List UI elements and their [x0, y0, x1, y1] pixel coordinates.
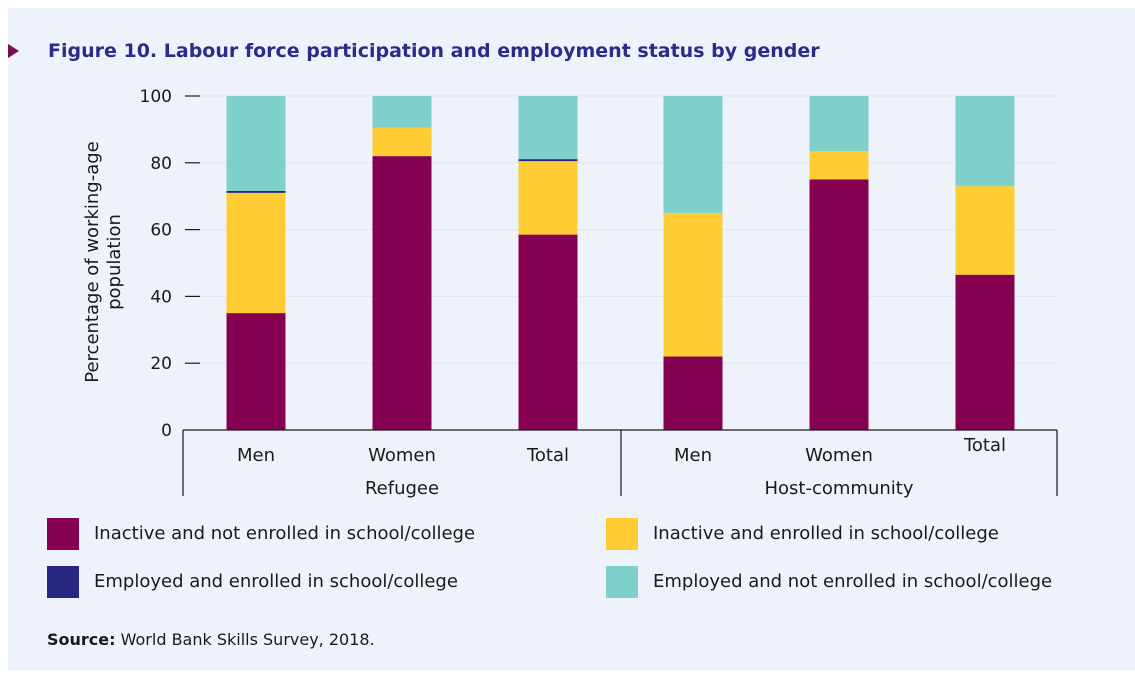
- bar-segment-4-1: [226, 96, 286, 191]
- legend-swatch: [606, 566, 638, 598]
- bar-segment-2-5: [809, 151, 869, 180]
- bar-segment-2-4: [663, 212, 723, 357]
- bar-segment-4-6: [955, 96, 1015, 187]
- bar-segment-2-2: [372, 127, 432, 157]
- bar-segment-2-6: [955, 186, 1015, 275]
- bar-segment-4-5: [809, 96, 869, 152]
- legend-swatch: [47, 566, 79, 598]
- y-axis-title-line: Percentage of working-age: [82, 141, 103, 382]
- x-tick-label: Total: [963, 435, 1006, 456]
- y-tick-label: 0: [161, 421, 172, 441]
- play-triangle-icon: [8, 44, 19, 58]
- bar-segment-2-1: [226, 192, 286, 314]
- bar-segment-1-5: [809, 179, 869, 430]
- bar-segment-4-4: [663, 96, 723, 213]
- y-tick-label: 40: [150, 287, 172, 307]
- axis-layer: 0 20 40 60 80 100 Percentage of working-age pop…: [82, 87, 1058, 499]
- y-tick-label: 20: [150, 354, 172, 374]
- bar-segment-3-1: [226, 190, 286, 193]
- bar-segment-1-6: [955, 274, 1015, 430]
- bar-segment-1-4: [663, 356, 723, 430]
- x-tick-label: Women: [368, 445, 436, 466]
- bar-segment-4-3: [518, 96, 578, 160]
- legend-label: Inactive and not enrolled in school/coll…: [94, 523, 476, 544]
- stacked-bar-chart: 0 20 40 60 80 100 Percentage of working-age pop…: [82, 87, 1058, 499]
- y-axis-title-line: population: [104, 214, 125, 310]
- bar-segment-3-3: [518, 159, 578, 162]
- group-label: Refugee: [365, 478, 439, 499]
- source-text: World Bank Skills Survey, 2018.: [120, 630, 375, 649]
- bar-segment-1-3: [518, 234, 578, 430]
- legend-swatch: [606, 518, 638, 550]
- grid-layer: [200, 95, 1057, 364]
- figure-title: Figure 10. Labour force participation an…: [48, 40, 820, 62]
- bar-segment-1-1: [226, 313, 286, 430]
- bar-segment-1-2: [372, 156, 432, 430]
- bar-segment-2-3: [518, 161, 578, 235]
- bar-segment-4-2: [372, 96, 432, 128]
- x-tick-label: Men: [674, 445, 712, 466]
- x-tick-label: Men: [237, 445, 275, 466]
- group-label: Host-community: [765, 478, 914, 499]
- x-tick-label: Total: [526, 445, 569, 466]
- legend-label: Employed and not enrolled in school/coll…: [653, 571, 1053, 592]
- y-tick-label: 100: [140, 87, 172, 107]
- y-tick-label: 80: [150, 154, 172, 174]
- source-label: Source:: [47, 630, 116, 649]
- bar-layer: [226, 96, 1015, 430]
- legend-swatch: [47, 518, 79, 550]
- legend-label: Inactive and enrolled in school/college: [653, 523, 999, 544]
- legend-label: Employed and enrolled in school/college: [94, 571, 458, 592]
- y-tick-label: 60: [150, 221, 172, 241]
- source-note: Source: World Bank Skills Survey, 2018.: [47, 630, 375, 649]
- x-tick-label: Women: [805, 445, 873, 466]
